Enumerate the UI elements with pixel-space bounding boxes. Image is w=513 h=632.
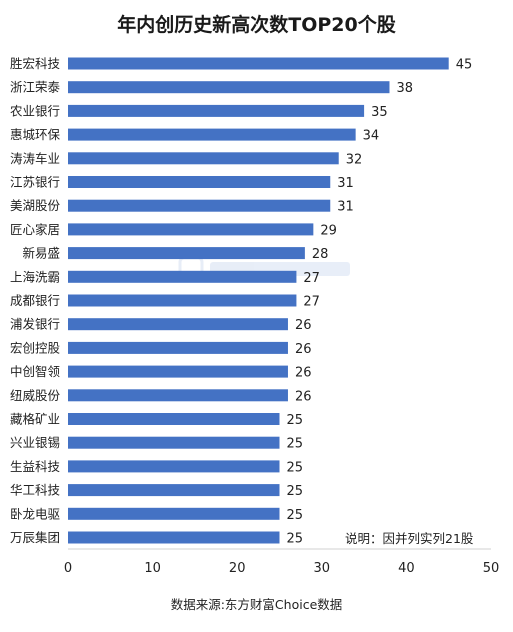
bar bbox=[68, 104, 365, 117]
bar bbox=[68, 365, 288, 378]
bar bbox=[68, 507, 280, 520]
value-label: 45 bbox=[456, 58, 473, 73]
category-label: 浦发银行 bbox=[10, 317, 60, 332]
category-label: 藏格矿业 bbox=[10, 412, 60, 427]
x-tick-label: 40 bbox=[398, 561, 415, 576]
bar bbox=[68, 128, 356, 141]
bar bbox=[68, 413, 280, 425]
category-label: 万辰集团 bbox=[10, 530, 60, 545]
bar bbox=[68, 176, 331, 188]
bar bbox=[68, 318, 288, 331]
category-label: 上海洗霸 bbox=[10, 269, 60, 284]
x-tick-label: 0 bbox=[64, 561, 72, 576]
category-label: 新易盛 bbox=[22, 246, 60, 261]
category-label: 浙江荣泰 bbox=[10, 80, 61, 95]
value-label: 26 bbox=[295, 389, 312, 404]
bar bbox=[68, 57, 449, 70]
chart-note: 说明：因并列实列21股 bbox=[345, 531, 474, 546]
x-tick-label: 20 bbox=[229, 561, 246, 576]
chart-title: 年内创历史新高次数TOP20个股 bbox=[117, 14, 396, 36]
category-label: 农业银行 bbox=[10, 103, 60, 118]
value-label: 26 bbox=[295, 366, 312, 381]
value-label: 28 bbox=[312, 247, 329, 262]
category-label: 成都银行 bbox=[10, 293, 60, 308]
value-label: 27 bbox=[303, 271, 320, 286]
category-label: 涛涛车业 bbox=[10, 151, 60, 166]
bar bbox=[68, 81, 390, 94]
bar bbox=[68, 270, 297, 283]
value-label: 25 bbox=[287, 508, 304, 523]
bar bbox=[68, 389, 288, 402]
category-label: 纽威股份 bbox=[10, 388, 61, 403]
category-label: 宏创控股 bbox=[10, 340, 61, 355]
value-label: 25 bbox=[287, 437, 304, 452]
value-label: 34 bbox=[363, 129, 380, 144]
value-label: 25 bbox=[287, 484, 304, 499]
category-label: 中创智领 bbox=[10, 364, 61, 379]
category-label: 卧龙电驱 bbox=[10, 506, 60, 521]
value-label: 25 bbox=[287, 460, 304, 475]
category-label: 惠城环保 bbox=[10, 127, 61, 142]
value-label: 29 bbox=[320, 223, 337, 238]
value-label: 38 bbox=[396, 81, 413, 96]
bar bbox=[68, 199, 331, 212]
category-label: 胜宏科技 bbox=[10, 56, 61, 71]
category-label: 华工科技 bbox=[10, 483, 61, 498]
value-label: 35 bbox=[371, 105, 388, 120]
value-label: 32 bbox=[346, 152, 363, 167]
bar bbox=[68, 460, 280, 473]
bar bbox=[68, 152, 339, 165]
value-label: 25 bbox=[287, 532, 304, 547]
category-label: 美湖股份 bbox=[10, 198, 61, 213]
category-label: 生益科技 bbox=[10, 459, 61, 474]
value-label: 31 bbox=[337, 200, 354, 215]
value-label: 25 bbox=[287, 413, 304, 428]
bar bbox=[68, 341, 288, 354]
bar bbox=[68, 484, 280, 497]
x-tick-label: 30 bbox=[314, 561, 331, 576]
x-tick-label: 10 bbox=[144, 561, 161, 576]
x-tick-label: 50 bbox=[483, 561, 500, 576]
bar bbox=[68, 294, 297, 307]
bar bbox=[68, 531, 280, 544]
value-label: 27 bbox=[303, 295, 320, 310]
chart-source: 数据来源:东方财富Choice数据 bbox=[170, 597, 343, 612]
bar bbox=[68, 223, 314, 236]
bar bbox=[68, 436, 280, 449]
value-label: 31 bbox=[337, 176, 354, 191]
category-label: 江苏银行 bbox=[10, 175, 60, 190]
category-label: 匠心家居 bbox=[10, 222, 60, 237]
bar bbox=[68, 247, 305, 260]
value-label: 26 bbox=[295, 342, 312, 357]
category-label: 兴业银锡 bbox=[10, 435, 60, 450]
value-label: 26 bbox=[295, 318, 312, 333]
